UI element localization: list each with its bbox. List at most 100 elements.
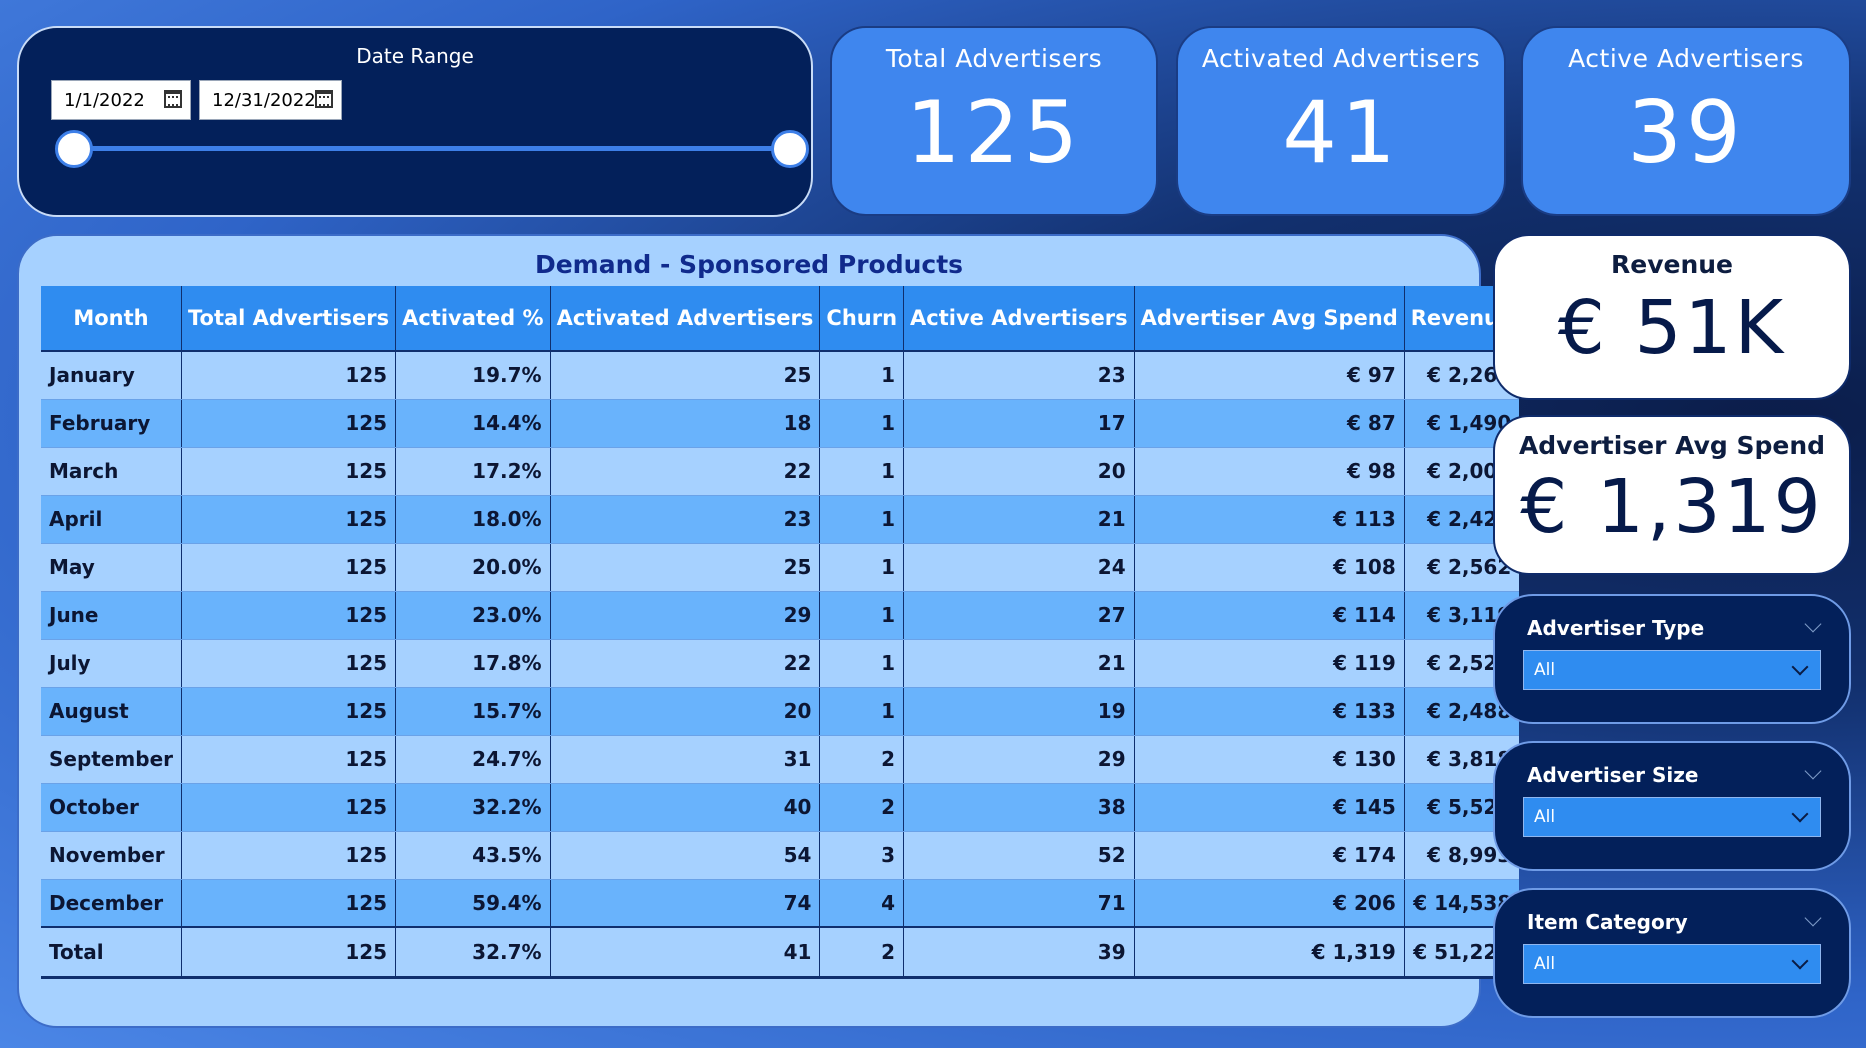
table-cell: 59.4% xyxy=(395,879,551,928)
table-cell: 125 xyxy=(181,495,397,544)
table-cell: 23 xyxy=(903,350,1135,400)
date-slider-start-handle[interactable] xyxy=(55,130,93,168)
table-title: Demand - Sponsored Products xyxy=(534,250,964,279)
table-total-row: Total 125 32.7% 41 2 39 € 1,319 € 51,227 xyxy=(41,926,1520,979)
column-header[interactable]: Churn xyxy=(819,286,905,351)
table-cell: 54 xyxy=(550,831,821,880)
kpi-value: € 1,319 xyxy=(1520,464,1824,550)
table-cell: 40 xyxy=(550,783,821,832)
column-header[interactable]: Total Advertisers xyxy=(181,286,397,351)
table-cell: 1 xyxy=(819,543,905,592)
table-cell: 21 xyxy=(903,495,1135,544)
column-header[interactable]: Month xyxy=(41,286,182,351)
table-row: September 125 24.7% 31 2 29 € 130 € 3,818 xyxy=(41,735,1520,784)
table-row: November 125 43.5% 54 3 52 € 174 € 8,993 xyxy=(41,831,1520,880)
column-header[interactable]: Active Advertisers xyxy=(903,286,1135,351)
table-cell: € 119 xyxy=(1134,639,1405,688)
table-cell: 43.5% xyxy=(395,831,551,880)
table-cell: 18.0% xyxy=(395,495,551,544)
table-cell: 32.2% xyxy=(395,783,551,832)
table-cell: 24 xyxy=(903,543,1135,592)
table-cell: September xyxy=(41,735,182,784)
advertiser-type-dropdown[interactable]: All xyxy=(1523,650,1821,690)
chevron-down-icon[interactable] xyxy=(1791,658,1809,676)
kpi-value: 125 xyxy=(905,83,1083,183)
table-cell: 14.4% xyxy=(395,399,551,448)
table-cell: 17.8% xyxy=(395,639,551,688)
table-cell: 125 xyxy=(181,783,397,832)
date-slider-end-handle[interactable] xyxy=(771,130,809,168)
chevron-down-icon[interactable] xyxy=(1791,805,1809,823)
table-cell: 41 xyxy=(550,926,821,979)
table-cell: May xyxy=(41,543,182,592)
table-cell: € 1,319 xyxy=(1134,926,1405,979)
calendar-icon[interactable] xyxy=(164,90,182,108)
kpi-value: € 51K xyxy=(1557,285,1787,371)
advertiser-size-dropdown[interactable]: All xyxy=(1523,797,1821,837)
table-cell: 1 xyxy=(819,350,905,400)
table-cell: 1 xyxy=(819,639,905,688)
table-cell: € 113 xyxy=(1134,495,1405,544)
chevron-down-icon[interactable] xyxy=(1804,615,1822,633)
date-slider-track[interactable] xyxy=(74,146,790,151)
table-cell: January xyxy=(41,350,182,400)
kpi-label: Active Advertisers xyxy=(1568,44,1804,73)
column-header[interactable]: Activated % xyxy=(395,286,551,351)
table-cell: 25 xyxy=(550,543,821,592)
kpi-revenue: Revenue € 51K xyxy=(1493,234,1851,400)
table-cell: € 108 xyxy=(1134,543,1405,592)
table-cell: 74 xyxy=(550,879,821,928)
advertiser-size-slicer: Advertiser Size All xyxy=(1493,741,1851,871)
table-cell: 32.7% xyxy=(395,926,551,979)
table-cell: 1 xyxy=(819,687,905,736)
chevron-down-icon[interactable] xyxy=(1804,909,1822,927)
column-header[interactable]: Advertiser Avg Spend xyxy=(1134,286,1405,351)
table-cell: 3 xyxy=(819,831,905,880)
end-date-input[interactable]: 12/31/2022 xyxy=(199,80,342,120)
kpi-active-advertisers: Active Advertisers 39 xyxy=(1521,26,1851,216)
table-row: August 125 15.7% 20 1 19 € 133 € 2,488 xyxy=(41,687,1520,736)
table-cell: December xyxy=(41,879,182,928)
table-cell: 39 xyxy=(903,926,1135,979)
kpi-value: 39 xyxy=(1627,83,1745,183)
table-row: October 125 32.2% 40 2 38 € 145 € 5,529 xyxy=(41,783,1520,832)
start-date-value: 1/1/2022 xyxy=(64,89,145,111)
table-cell: 71 xyxy=(903,879,1135,928)
table-row: June 125 23.0% 29 1 27 € 114 € 3,119 xyxy=(41,591,1520,640)
chevron-down-icon[interactable] xyxy=(1791,952,1809,970)
table-cell: 125 xyxy=(181,926,397,979)
table-cell: 1 xyxy=(819,591,905,640)
item-category-dropdown[interactable]: All xyxy=(1523,944,1821,984)
kpi-label: Activated Advertisers xyxy=(1201,44,1481,73)
slicer-label: Item Category xyxy=(1527,910,1688,934)
end-date-value: 12/31/2022 xyxy=(212,89,316,111)
table-cell: August xyxy=(41,687,182,736)
table-cell: October xyxy=(41,783,182,832)
table-cell: 27 xyxy=(903,591,1135,640)
table-cell: 1 xyxy=(819,447,905,496)
column-header[interactable]: Activated Advertisers xyxy=(550,286,821,351)
table-cell: April xyxy=(41,495,182,544)
kpi-value: 41 xyxy=(1282,83,1400,183)
table-row: January 125 19.7% 25 1 23 € 97 € 2,261 xyxy=(41,350,1520,400)
chevron-down-icon[interactable] xyxy=(1804,762,1822,780)
table-cell: 15.7% xyxy=(395,687,551,736)
table-cell: € 97 xyxy=(1134,350,1405,400)
table-cell: 125 xyxy=(181,687,397,736)
start-date-input[interactable]: 1/1/2022 xyxy=(51,80,191,120)
table-cell: 31 xyxy=(550,735,821,784)
table-cell: 19 xyxy=(903,687,1135,736)
dropdown-value: All xyxy=(1534,660,1556,680)
kpi-label: Advertiser Avg Spend xyxy=(1518,431,1826,460)
table-cell: 125 xyxy=(181,735,397,784)
table-cell: 38 xyxy=(903,783,1135,832)
table-cell: 125 xyxy=(181,639,397,688)
calendar-icon[interactable] xyxy=(315,90,333,108)
table-cell: Total xyxy=(41,926,182,979)
table-cell: 25 xyxy=(550,350,821,400)
kpi-label: Total Advertisers xyxy=(885,44,1103,73)
kpi-total-advertisers: Total Advertisers 125 xyxy=(830,26,1158,216)
table-cell: 125 xyxy=(181,543,397,592)
demand-table: Month Total Advertisers Activated % Acti… xyxy=(41,286,1520,979)
table-cell: 19.7% xyxy=(395,350,551,400)
